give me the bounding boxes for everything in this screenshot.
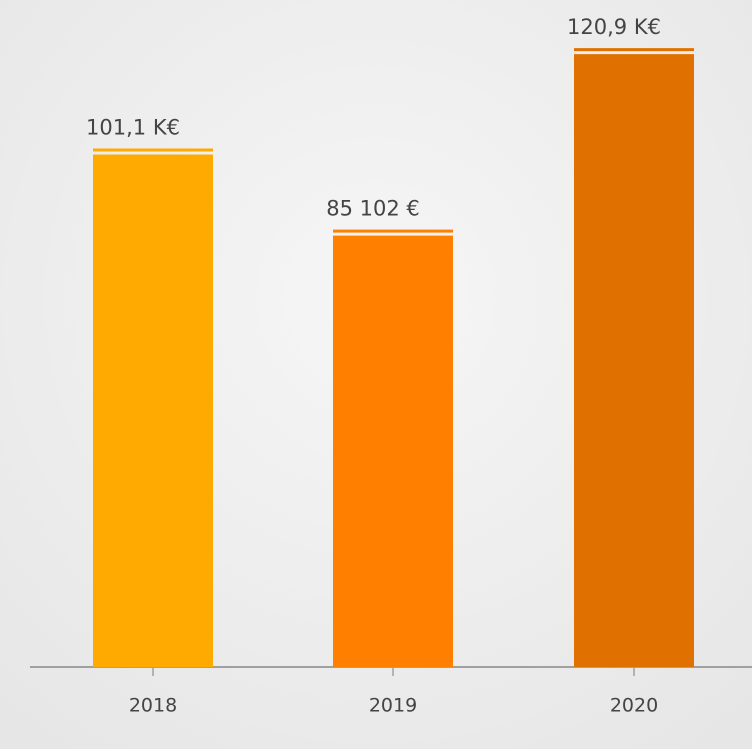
value-label: 120,9 K€ — [567, 15, 661, 39]
value-label: 85 102 € — [326, 197, 420, 221]
x-tick-label: 2018 — [129, 695, 177, 717]
bar — [333, 235, 453, 667]
bar — [93, 154, 213, 668]
x-tick-label: 2019 — [369, 695, 417, 717]
value-label: 101,1 K€ — [86, 116, 180, 140]
bar-cap — [574, 48, 694, 52]
bar-cap — [93, 148, 213, 152]
bar-cap — [333, 229, 453, 233]
x-tick-label: 2020 — [610, 695, 658, 717]
bar — [574, 54, 694, 667]
